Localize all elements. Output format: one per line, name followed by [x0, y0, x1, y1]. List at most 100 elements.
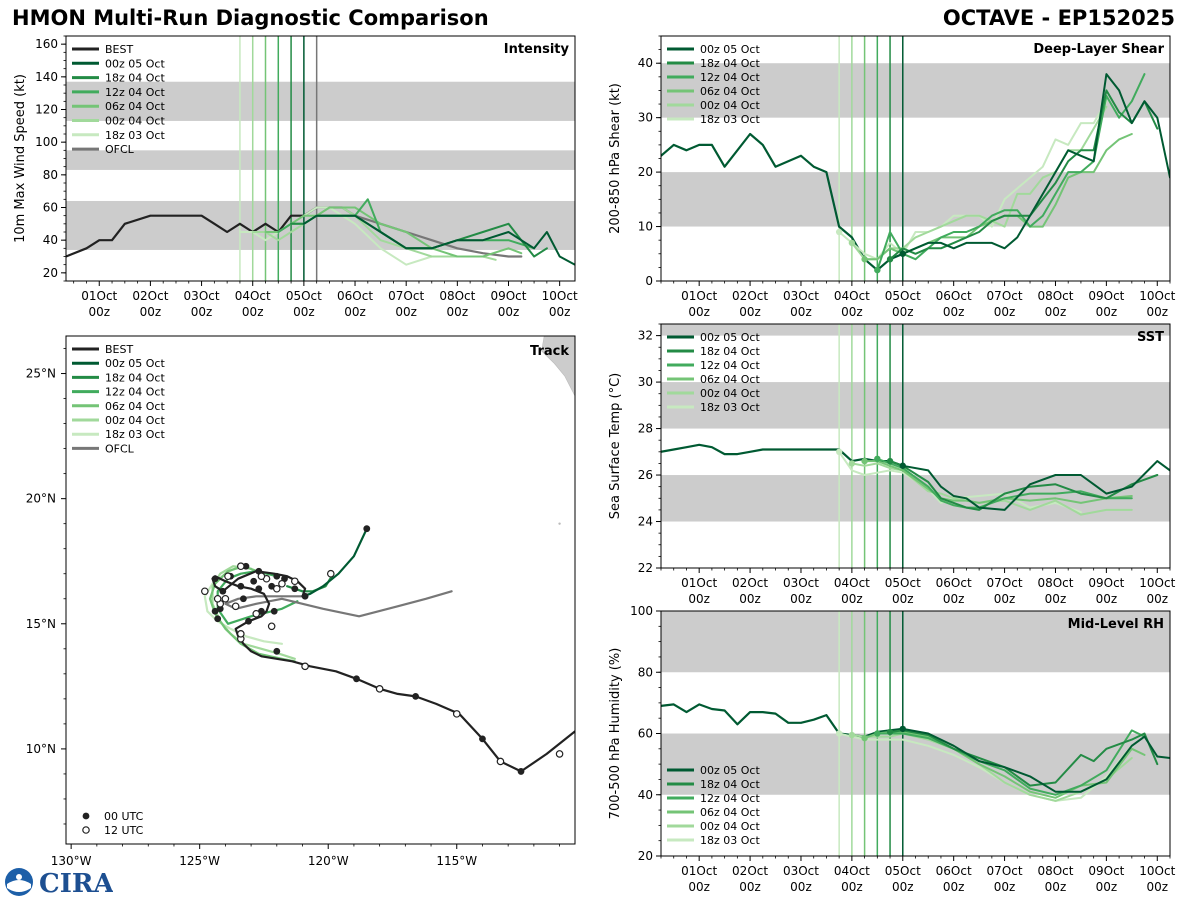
sst-xtick-label: 10Oct 00z — [1139, 576, 1175, 606]
sst-ytick-label: 32 — [638, 329, 653, 343]
intensity-series-00z-05-oct — [302, 214, 575, 266]
sst-xtick-label: 09Oct 00z — [1088, 576, 1124, 606]
shear-title: Deep-Layer Shear — [1033, 42, 1164, 57]
rh-ytick-label: 80 — [638, 665, 653, 679]
sst-series-00z-04-oct — [850, 462, 1133, 516]
intensity-xtick-label: 02Oct 00z — [132, 289, 168, 319]
rh-xtick-label: 07Oct 00z — [987, 864, 1023, 894]
sst-series-00z-05-oct — [901, 460, 1170, 511]
track-point-12utc — [221, 594, 230, 603]
sst-legend-label-12z-04-oct: 12z 04 Oct — [700, 359, 760, 372]
shear-legend-label-18z-03-oct: 18z 03 Oct — [700, 113, 760, 126]
track-marker-legend-00utc-symbol — [82, 812, 90, 820]
shear-xtick-label: 08Oct 00z — [1037, 289, 1073, 319]
track-point-12utc — [231, 602, 240, 611]
shear-legend-label-18z-04-oct: 18z 04 Oct — [700, 57, 760, 70]
track-point-12utc — [252, 609, 261, 618]
sst-ytick-label: 24 — [638, 515, 653, 529]
intensity-xtick-label: 01Oct 00z — [81, 289, 117, 319]
track-legend-label-00z-04-oct: 00z 04 Oct — [105, 414, 165, 427]
shear-ytick-label: 30 — [638, 111, 653, 125]
sst-init-point-00z-05-oct — [899, 462, 906, 469]
shear-init-point-18z-03-oct — [835, 228, 843, 236]
track-point-00utc — [517, 768, 525, 775]
shear-xtick-label: 09Oct 00z — [1088, 289, 1124, 319]
rh-series-00z-05-oct — [901, 727, 1170, 793]
shear-plot-area — [661, 36, 1170, 281]
track-ofcl-line — [224, 590, 453, 618]
rh-ytick-label: 20 — [638, 849, 653, 863]
intensity-legend-label-ofcl: OFCL — [105, 143, 135, 156]
track-point-12utc — [496, 757, 505, 766]
shear-xtick-label: 07Oct 00z — [987, 289, 1023, 319]
intensity-xtick-label: 06Oct 00z — [337, 289, 373, 319]
sst-legend-label-18z-04-oct: 18z 04 Oct — [700, 345, 760, 358]
rh-init-point-12z-04-oct — [874, 730, 881, 737]
shear-xtick-label: 10Oct 00z — [1139, 289, 1175, 319]
track-point-12utc — [452, 710, 461, 718]
track-legend-label-18z-03-oct: 18z 03 Oct — [105, 428, 165, 441]
track-point-12utc — [257, 572, 266, 581]
cira-logo-text: CIRA — [39, 869, 113, 898]
intensity-xtick-label: 07Oct 00z — [388, 289, 424, 319]
sst-series-18z-04-oct — [889, 460, 1159, 511]
panel-shear: 0 10 20 30 40 01Oct 00z 02Oct 00z 03Oct 00z 04Oct 00… — [608, 35, 1176, 319]
rh-xtick-label: 01Oct 00z — [681, 864, 717, 894]
track-marker-legend-00utc-label: 00 UTC — [104, 810, 144, 823]
rh-xtick-label: 06Oct 00z — [936, 864, 972, 894]
sst-legend-label-00z-05-oct: 00z 05 Oct — [700, 331, 760, 344]
intensity-legend-label-06z-04-oct: 06z 04 Oct — [105, 100, 165, 113]
shear-xtick-label: 03Oct 00z — [783, 289, 819, 319]
rh-xtick-label: 04Oct 00z — [834, 864, 870, 894]
intensity-threshold-band-2 — [66, 81, 575, 121]
track-point-00utc — [353, 675, 360, 683]
track-point-00utc — [237, 582, 245, 590]
shear-legend-label-06z-04-oct: 06z 04 Oct — [700, 85, 760, 98]
track-point-00utc — [211, 607, 219, 615]
track-point-00utc — [255, 585, 263, 593]
panel-track: 10°N 15°N 20°N 25°N 130°W 125°W 120°W 115°W Trac… — [26, 335, 576, 868]
track-xtick-label: 120°W — [308, 854, 349, 868]
intensity-series-18z-03-oct — [238, 206, 484, 266]
track-point-00utc — [211, 575, 219, 583]
track-legend-label-ofcl: OFCL — [105, 442, 135, 455]
sst-threshold-band-2 — [661, 324, 1170, 336]
sst-init-point-06z-04-oct — [861, 457, 868, 465]
sst-legend-label-18z-03-oct: 18z 03 Oct — [700, 401, 760, 414]
shear-threshold-band-0 — [661, 172, 1170, 227]
track-point-12utc — [213, 594, 222, 603]
sst-legend-label-00z-04-oct: 00z 04 Oct — [700, 387, 760, 400]
intensity-xtick-label: 03Oct 00z — [184, 289, 220, 319]
intensity-title: Intensity — [504, 42, 570, 57]
sst-xtick-label: 07Oct 00z — [987, 576, 1023, 606]
intensity-ytick-label: 60 — [43, 201, 58, 215]
shear-xtick-label: 01Oct 00z — [681, 289, 717, 319]
track-legend-label-12z-04-oct: 12z 04 Oct — [105, 386, 165, 399]
rh-ytick-label: 40 — [638, 788, 653, 802]
intensity-xtick-label: 05Oct 00z — [286, 289, 322, 319]
panel-intensity: 20 40 60 80 100 120 140 160 01Oct 00z 02Oct 00z 03Oc… — [13, 35, 578, 319]
intensity-xtick-label: 10Oct 00z — [542, 289, 578, 319]
sst-ytick-label: 30 — [638, 375, 653, 389]
rh-series-12z-04-oct — [876, 729, 1146, 796]
sst-plot-area — [661, 324, 1170, 568]
shear-init-point-12z-04-oct — [874, 266, 881, 274]
sst-xtick-label: 08Oct 00z — [1037, 576, 1073, 606]
shear-ytick-label: 40 — [638, 56, 653, 70]
track-series-00z-05-oct — [301, 527, 368, 598]
sst-init-point-12z-04-oct — [874, 455, 881, 462]
intensity-legend-label-best: BEST — [105, 43, 133, 56]
shear-ytick-label: 20 — [638, 165, 653, 179]
sst-init-point-18z-03-oct — [835, 448, 843, 456]
shear-legend-label-00z-05-oct: 00z 05 Oct — [700, 43, 760, 56]
rh-plot-area — [661, 611, 1170, 856]
sst-init-point-00z-04-oct — [848, 460, 856, 467]
intensity-legend-label-18z-03-oct: 18z 03 Oct — [105, 129, 165, 142]
cira-logo: CIRA — [5, 868, 113, 898]
shear-xtick-label: 04Oct 00z — [834, 289, 870, 319]
sst-init-point-18z-04-oct — [886, 457, 894, 465]
intensity-threshold-band-1 — [66, 150, 575, 170]
intensity-ytick-label: 160 — [35, 37, 58, 51]
rh-init-point-00z-05-oct — [899, 725, 906, 733]
track-marker-legend-12utc-label: 12 UTC — [104, 824, 144, 837]
